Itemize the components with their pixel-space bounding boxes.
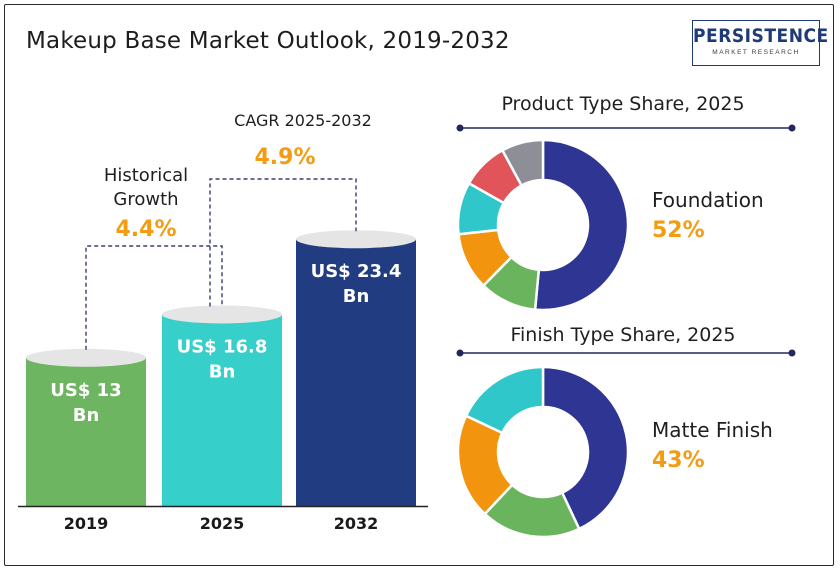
donut-rule-dot-right-2 xyxy=(788,349,796,357)
bar-cap-2032 xyxy=(296,230,416,249)
donut-2-slice-3 xyxy=(464,365,545,435)
donut-rule-dot-left-1 xyxy=(456,124,464,132)
bar-cap-2019 xyxy=(26,348,146,367)
bar-2032 xyxy=(296,239,416,507)
historical-growth-label: Historical xyxy=(104,165,188,186)
donut-title-2: Finish Type Share, 2025 xyxy=(510,324,735,346)
bar-value-label-2032: Bn xyxy=(343,286,370,307)
bar-value-label-2032: US$ 23.4 xyxy=(311,261,402,282)
historical-growth-value: 4.4% xyxy=(115,217,176,242)
cagr-connector xyxy=(209,178,357,307)
donut-rule-dot-left-2 xyxy=(456,349,464,357)
bar-2025 xyxy=(162,314,282,506)
donut-highlight-value-2: 43% xyxy=(652,448,705,473)
brand-logo: PERSISTENCE MARKET RESEARCH xyxy=(692,20,829,66)
donut-1-slice-5 xyxy=(500,138,545,188)
x-tick-label-2032: 2032 xyxy=(334,514,379,533)
logo-text: PERSISTENCE xyxy=(693,25,829,47)
donut-rule-dot-right-1 xyxy=(788,124,796,132)
bar-value-label-2025: Bn xyxy=(209,361,236,382)
donut-highlight-name-1: Foundation xyxy=(652,188,764,212)
donut-title-1: Product Type Share, 2025 xyxy=(501,93,744,115)
x-tick-label-2025: 2025 xyxy=(200,514,245,533)
donut-highlight-name-2: Matte Finish xyxy=(652,418,773,442)
bar-2019 xyxy=(26,357,146,506)
logo-subtext: MARKET RESEARCH xyxy=(712,49,800,56)
donut-2-slice-0 xyxy=(541,365,630,531)
page-title: Makeup Base Market Outlook, 2019-2032 xyxy=(26,28,510,54)
cagr-value: 4.9% xyxy=(254,145,315,170)
donut-highlight-value-1: 52% xyxy=(652,218,705,243)
historical-connector xyxy=(85,245,223,350)
x-tick-label-2019: 2019 xyxy=(64,514,109,533)
donut-1-slice-0 xyxy=(533,138,630,312)
bar-value-label-2019: Bn xyxy=(73,405,100,426)
bar-value-label-2025: US$ 16.8 xyxy=(177,336,268,357)
cagr-label: CAGR 2025-2032 xyxy=(234,111,372,130)
bar-cap-2025 xyxy=(162,305,282,324)
bar-value-label-2019: US$ 13 xyxy=(50,380,121,401)
historical-growth-label: Growth xyxy=(113,189,178,210)
